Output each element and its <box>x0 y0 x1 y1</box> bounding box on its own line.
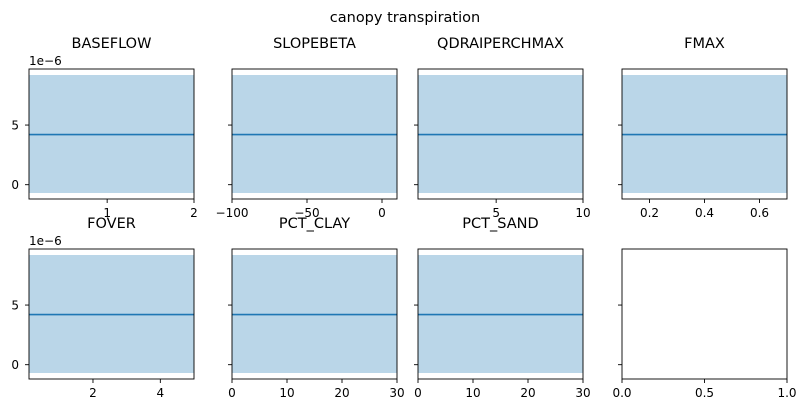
x-tick-label: −100 <box>216 206 249 220</box>
axes-frame <box>417 68 584 200</box>
x-tick-label: 2 <box>190 206 198 220</box>
y-offset-label: 1e−6 <box>29 234 62 248</box>
x-tick-label: 0.4 <box>695 206 714 220</box>
axes-frame <box>28 68 195 200</box>
x-tick-label: 4 <box>157 386 165 400</box>
subplot-2: −100 −50 0 SLOPEBETA <box>216 36 398 220</box>
x-tick-label: 0.6 <box>750 206 769 220</box>
y-offset-label: 1e−6 <box>29 54 62 68</box>
x-tick-label: 5 <box>492 206 500 220</box>
x-tick-label: 0 <box>378 206 386 220</box>
x-tick-label: 0.2 <box>640 206 659 220</box>
x-tick-label: 20 <box>520 386 535 400</box>
x-tick-label: 10 <box>465 386 480 400</box>
subplot-title: PCT_CLAY <box>279 216 350 232</box>
x-tick-label: 10 <box>575 206 590 220</box>
x-tick-label: 0 <box>228 386 236 400</box>
axes-frame <box>28 248 195 380</box>
subplot-5: 2 4 0 5 1e−6 FOVER <box>11 216 195 400</box>
y-tick-label: 0 <box>11 178 19 192</box>
subplot-title: SLOPEBETA <box>273 36 356 52</box>
subplot-title: BASEFLOW <box>72 36 152 52</box>
x-tick-label: 0.0 <box>612 386 631 400</box>
x-tick-label: 20 <box>334 386 349 400</box>
axes-frame <box>231 68 398 200</box>
subplot-8: 0.0 0.5 1.0 <box>612 248 797 400</box>
x-tick-label: 1.0 <box>777 386 796 400</box>
subplot-7: 0 10 20 30 PCT_SAND <box>414 216 591 400</box>
y-tick-label: 5 <box>11 119 19 133</box>
x-tick-label: 2 <box>89 386 97 400</box>
x-tick-label: 0.5 <box>695 386 714 400</box>
subplot-1: 1 2 0 5 1e−6 BASEFLOW <box>11 36 197 220</box>
y-tick-label: 0 <box>11 358 19 372</box>
subplot-title: PCT_SAND <box>462 216 538 232</box>
subplot-title: FOVER <box>87 216 136 232</box>
subplot-6: 0 10 20 30 PCT_CLAY <box>228 216 405 400</box>
figure-title: canopy transpiration <box>330 10 480 26</box>
axes-frame <box>231 248 398 380</box>
subplot-3: 5 10 QDRAIPERCHMAX <box>414 36 591 220</box>
x-tick-label: 0 <box>414 386 422 400</box>
x-tick-label: −50 <box>294 206 319 220</box>
subplot-title: FMAX <box>684 36 725 52</box>
x-tick-label: 30 <box>389 386 404 400</box>
subplot-4: 0.2 0.4 0.6 FMAX <box>618 36 788 220</box>
y-tick-label: 5 <box>11 299 19 313</box>
axes-frame <box>417 248 584 380</box>
subplot-title: QDRAIPERCHMAX <box>437 36 564 52</box>
x-tick-label: 30 <box>575 386 590 400</box>
x-tick-label: 1 <box>103 206 111 220</box>
x-tick-label: 10 <box>279 386 294 400</box>
